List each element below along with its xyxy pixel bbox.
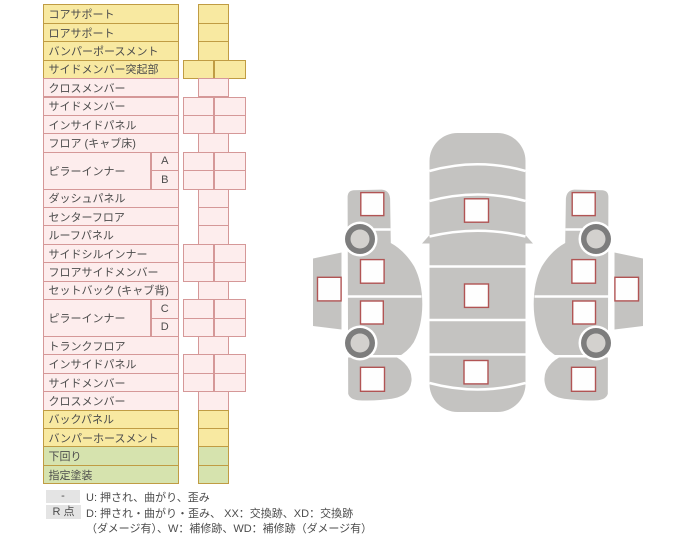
part-row-label: ピラーインナー <box>42 299 151 337</box>
part-row-label: サイドメンバー <box>42 96 179 116</box>
check-cell-row18-right[interactable] <box>213 317 246 337</box>
part-row-label: バックパネル <box>42 409 179 430</box>
part-label-text: ロアサポート <box>48 27 115 40</box>
part-label-text: ピラーインナー <box>48 313 126 326</box>
check-cell-row4-left[interactable] <box>183 59 214 80</box>
check-cell-row26[interactable] <box>198 464 230 485</box>
part-row-label: クロスメンバー <box>42 78 179 98</box>
part-sublabel-text: D <box>160 321 169 334</box>
part-row-label: 指定塗装 <box>42 464 179 485</box>
check-cell-row15-right[interactable] <box>213 262 246 282</box>
check-cell-row7-right[interactable] <box>213 114 246 135</box>
part-label-text: サイドメンバー <box>48 377 126 390</box>
part-label-text: フロア (キャブ床) <box>48 138 136 151</box>
check-cell-row21-left[interactable] <box>183 372 214 393</box>
part-label-text: セットバック (キャブ背) <box>48 285 169 298</box>
legend-badge-minus: - <box>46 490 80 503</box>
legend-badge-rpoint: R 点 <box>46 505 81 519</box>
damage-checkbox-right-view-front-fender[interactable] <box>571 191 596 217</box>
part-sublabel-text: A <box>161 155 169 168</box>
part-label-text: トランクフロア <box>48 340 126 353</box>
part-label-text: バンパーポースメント <box>48 45 159 58</box>
part-row-label: ピラーインナー <box>42 151 151 190</box>
part-label-text: インサイドパネル <box>48 119 137 132</box>
damage-checkbox-left-view-front-door[interactable] <box>359 258 385 284</box>
part-sublabel-A: A <box>151 151 179 172</box>
part-row-label: フロアサイドメンバー <box>42 262 179 282</box>
check-cell-row10-left[interactable] <box>183 170 214 190</box>
part-row-label: クロスメンバー <box>42 391 179 411</box>
damage-checkbox-right-view-rear-fender[interactable] <box>570 366 597 392</box>
part-row-label: インサイドパネル <box>42 114 179 135</box>
damage-checkbox-top-view-front[interactable] <box>463 198 490 223</box>
check-cell-row7-left[interactable] <box>183 114 214 135</box>
check-cell-row4-right[interactable] <box>213 59 246 80</box>
part-label-text: バンパーホースメント <box>48 432 159 445</box>
check-cell-row21-right[interactable] <box>213 372 246 393</box>
damage-checkbox-left-view-rear-door[interactable] <box>359 300 384 325</box>
check-cell-row18-left[interactable] <box>183 317 214 337</box>
part-row-label: サイドメンバー突起部 <box>42 59 179 80</box>
damage-checkbox-left-view-front-fender[interactable] <box>360 191 385 217</box>
check-cell-row10-right[interactable] <box>213 170 246 190</box>
damage-checkbox-left-view-window[interactable] <box>316 276 342 302</box>
part-row-label: バンパーポースメント <box>42 41 179 61</box>
part-label-text: サイドシルインナー <box>48 248 148 261</box>
part-sublabel-text: B <box>161 173 169 186</box>
part-label-text: コアサポート <box>48 9 115 22</box>
part-label-text: センターフロア <box>48 211 125 224</box>
part-label-text: バックパネル <box>48 414 114 427</box>
part-row-label: サイドシルインナー <box>42 243 179 264</box>
damage-checkbox-left-view-rear-fender[interactable] <box>359 366 386 392</box>
part-sublabel-text: C <box>160 302 169 315</box>
damage-checkbox-top-view-roof[interactable] <box>463 283 490 309</box>
part-label-text: サイドメンバー <box>48 101 126 114</box>
part-label-text: ダッシュパネル <box>48 193 126 206</box>
legend-text-u: U: 押され、曲がり、歪み <box>86 492 210 504</box>
check-cell-row15-left[interactable] <box>183 262 214 282</box>
part-label-text: ルーフパネル <box>48 230 114 243</box>
part-label-text: ピラーインナー <box>48 165 126 178</box>
damage-checkbox-right-view-front-door[interactable] <box>571 258 597 284</box>
legend-text-d: D: 押され・曲がり・歪み、 XX：交換跡、XD：交換跡 <box>86 508 354 520</box>
part-label-text: クロスメンバー <box>48 395 126 408</box>
damage-checkbox-top-view-rear[interactable] <box>463 359 489 385</box>
damage-checkbox-right-view-rear-door[interactable] <box>572 300 597 325</box>
damage-checkbox-right-view-window[interactable] <box>614 276 640 302</box>
part-label-text: フロアサイドメンバー <box>48 266 159 279</box>
part-label-text: サイドメンバー突起部 <box>48 64 159 77</box>
part-label-text: クロスメンバー <box>48 82 126 95</box>
part-row-label: センターフロア <box>42 207 179 227</box>
part-label-text: インサイドパネル <box>48 359 137 372</box>
part-label-text: 指定塗装 <box>48 469 93 482</box>
part-row-label: フロア (キャブ床) <box>42 133 179 153</box>
legend-text-d-cont: （ダメージ有）、W：補修跡、WD：補修跡（ダメージ有） <box>86 523 373 535</box>
part-sublabel-C: C <box>151 299 179 319</box>
part-label-text: 下回り <box>48 451 82 464</box>
part-row-label: バンパーホースメント <box>42 428 179 448</box>
